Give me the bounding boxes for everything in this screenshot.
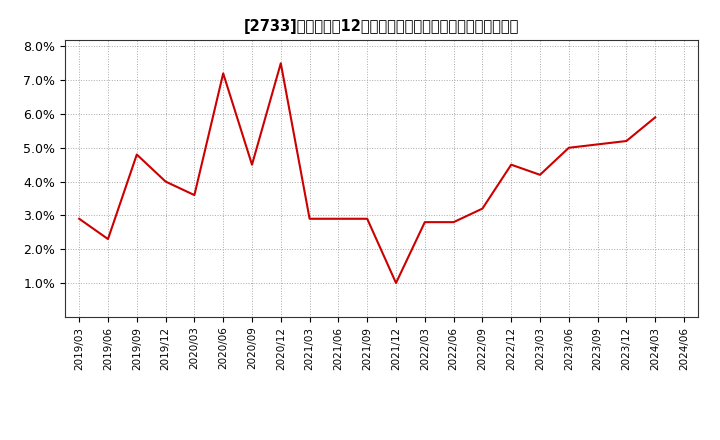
Title: [2733]　売上高の12か月移動合計の対前年同期増減率の推移: [2733] 売上高の12か月移動合計の対前年同期増減率の推移 [244,19,519,34]
